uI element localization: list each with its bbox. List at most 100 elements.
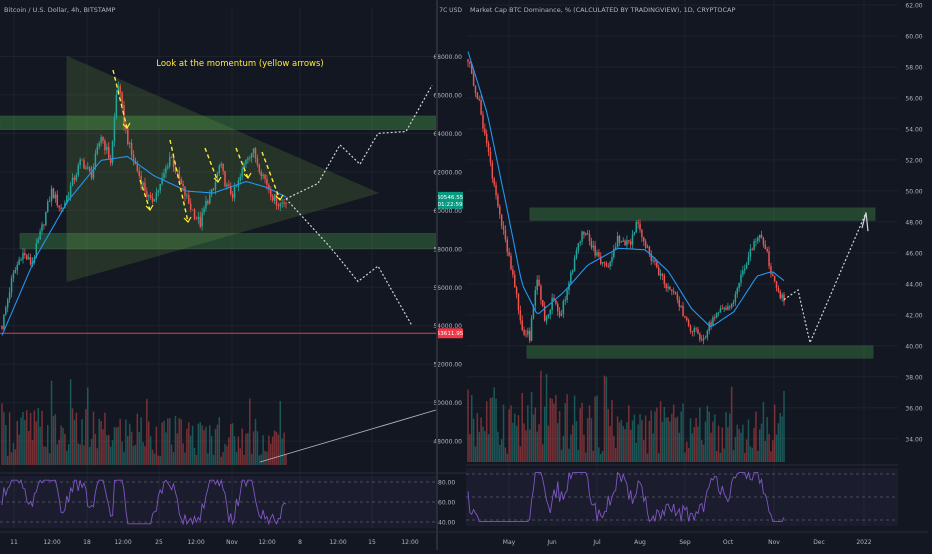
volume-bar bbox=[161, 422, 163, 465]
left-grid bbox=[0, 8, 436, 528]
volume-bar bbox=[117, 426, 120, 465]
left-candles[interactable] bbox=[1, 81, 287, 336]
volume-bar bbox=[571, 424, 574, 462]
volume-bar bbox=[710, 432, 712, 462]
volume-bar bbox=[283, 432, 285, 465]
volume-bar bbox=[224, 443, 226, 465]
volume-bar bbox=[631, 420, 634, 462]
left-price-axis-label: 68000.00 bbox=[433, 54, 462, 61]
volume-bar bbox=[650, 410, 652, 462]
candle-body bbox=[721, 308, 724, 310]
volume-bar bbox=[702, 444, 705, 462]
volume-bar bbox=[144, 446, 146, 465]
candle-body bbox=[146, 191, 148, 197]
volume-bar bbox=[674, 417, 677, 462]
volume-bar bbox=[277, 434, 280, 465]
volume-bar bbox=[6, 455, 9, 465]
candle-body bbox=[622, 240, 624, 242]
candle-body bbox=[218, 165, 221, 174]
volume-bar bbox=[243, 454, 245, 465]
volume-bar bbox=[96, 448, 99, 465]
volume-bar bbox=[142, 442, 144, 465]
candle-body bbox=[715, 312, 718, 318]
volume-bar bbox=[667, 417, 669, 462]
left-price-axis[interactable]: 48000.00 50000.00 52000.00 54000.00 56000.00… bbox=[433, 7, 462, 446]
panel-divider[interactable] bbox=[436, 0, 438, 550]
candle-body bbox=[779, 291, 782, 299]
volume-bar bbox=[751, 447, 753, 462]
candle-body bbox=[573, 258, 576, 271]
candle-body bbox=[755, 241, 757, 242]
right-time-axis[interactable]: May Jun Jul Aug Sep Oct Nov Dec 2022 bbox=[466, 531, 928, 546]
candle-body bbox=[281, 202, 283, 204]
candle-body bbox=[484, 128, 486, 134]
candle-body bbox=[712, 317, 714, 326]
volume-bar bbox=[573, 395, 576, 462]
volume-bar bbox=[643, 440, 645, 462]
candle-body bbox=[235, 186, 238, 188]
candle-body bbox=[191, 209, 194, 211]
candle-body bbox=[138, 170, 140, 176]
candle-body bbox=[717, 312, 720, 314]
volume-bar bbox=[753, 427, 755, 462]
candle-body bbox=[168, 157, 171, 167]
right-price-axis-label: 36.00 bbox=[905, 405, 922, 412]
candle-body bbox=[228, 184, 230, 186]
volume-bar bbox=[218, 417, 221, 465]
candle-body bbox=[512, 269, 514, 275]
left-time-axis[interactable]: 11 12:00 18 12:00 25 12:00 Nov 12:00 8 12:00 15 12:… bbox=[0, 531, 466, 546]
candle-body bbox=[270, 189, 272, 197]
candle-body bbox=[757, 237, 759, 242]
candle-body bbox=[697, 329, 699, 334]
candle-body bbox=[672, 291, 675, 293]
candle-body bbox=[564, 300, 566, 301]
candle-body bbox=[144, 182, 146, 192]
volume-bar bbox=[560, 449, 563, 462]
volume-bar bbox=[182, 443, 184, 465]
candle-body bbox=[157, 190, 160, 193]
time-axis-label: 12:00 bbox=[187, 539, 204, 546]
volume-bar bbox=[271, 436, 274, 465]
volume-bar bbox=[663, 406, 666, 462]
dominance-projection-path bbox=[783, 212, 867, 345]
volume-bar bbox=[228, 437, 230, 465]
candle-body bbox=[149, 195, 152, 198]
volume-bar bbox=[622, 426, 624, 462]
candle-body bbox=[605, 263, 608, 266]
volume-bar bbox=[172, 451, 175, 465]
candle-body bbox=[35, 243, 38, 258]
momentum-arrow bbox=[112, 69, 128, 129]
momentum-arrow bbox=[235, 147, 249, 179]
volume-bar bbox=[48, 453, 51, 465]
candle-body bbox=[725, 307, 727, 310]
volume-bar bbox=[151, 449, 154, 465]
right-candles[interactable] bbox=[467, 51, 785, 345]
volume-bar bbox=[607, 408, 609, 462]
candle-body bbox=[12, 272, 15, 279]
candle-body bbox=[495, 184, 497, 196]
volume-bar bbox=[684, 452, 686, 462]
volume-bar bbox=[601, 451, 604, 462]
candle-body bbox=[497, 195, 499, 207]
candle-body bbox=[243, 163, 245, 169]
volume-bar bbox=[107, 434, 110, 465]
candle-body bbox=[220, 163, 222, 166]
candle-body bbox=[652, 260, 654, 261]
volume-bar bbox=[109, 446, 112, 465]
volume-bar bbox=[534, 407, 537, 462]
candle-body bbox=[775, 281, 778, 288]
volume-bar bbox=[671, 413, 673, 462]
volume-bar bbox=[641, 420, 643, 462]
last-price-tag bbox=[437, 191, 463, 209]
right-price-axis[interactable]: 34.00 36.00 38.00 40.00 42.00 44.00 46.00 48.00… bbox=[898, 0, 932, 532]
volume-bar bbox=[583, 434, 585, 462]
momentum-annotation[interactable]: Look at the momentum (yellow arrows) bbox=[156, 59, 324, 69]
right-price-axis-label: 54.00 bbox=[905, 126, 922, 133]
volume-bar bbox=[207, 453, 209, 465]
candle-body bbox=[85, 167, 87, 169]
right-legend: Market Cap BTC Dominance, % (CALCULATED … bbox=[470, 6, 735, 14]
